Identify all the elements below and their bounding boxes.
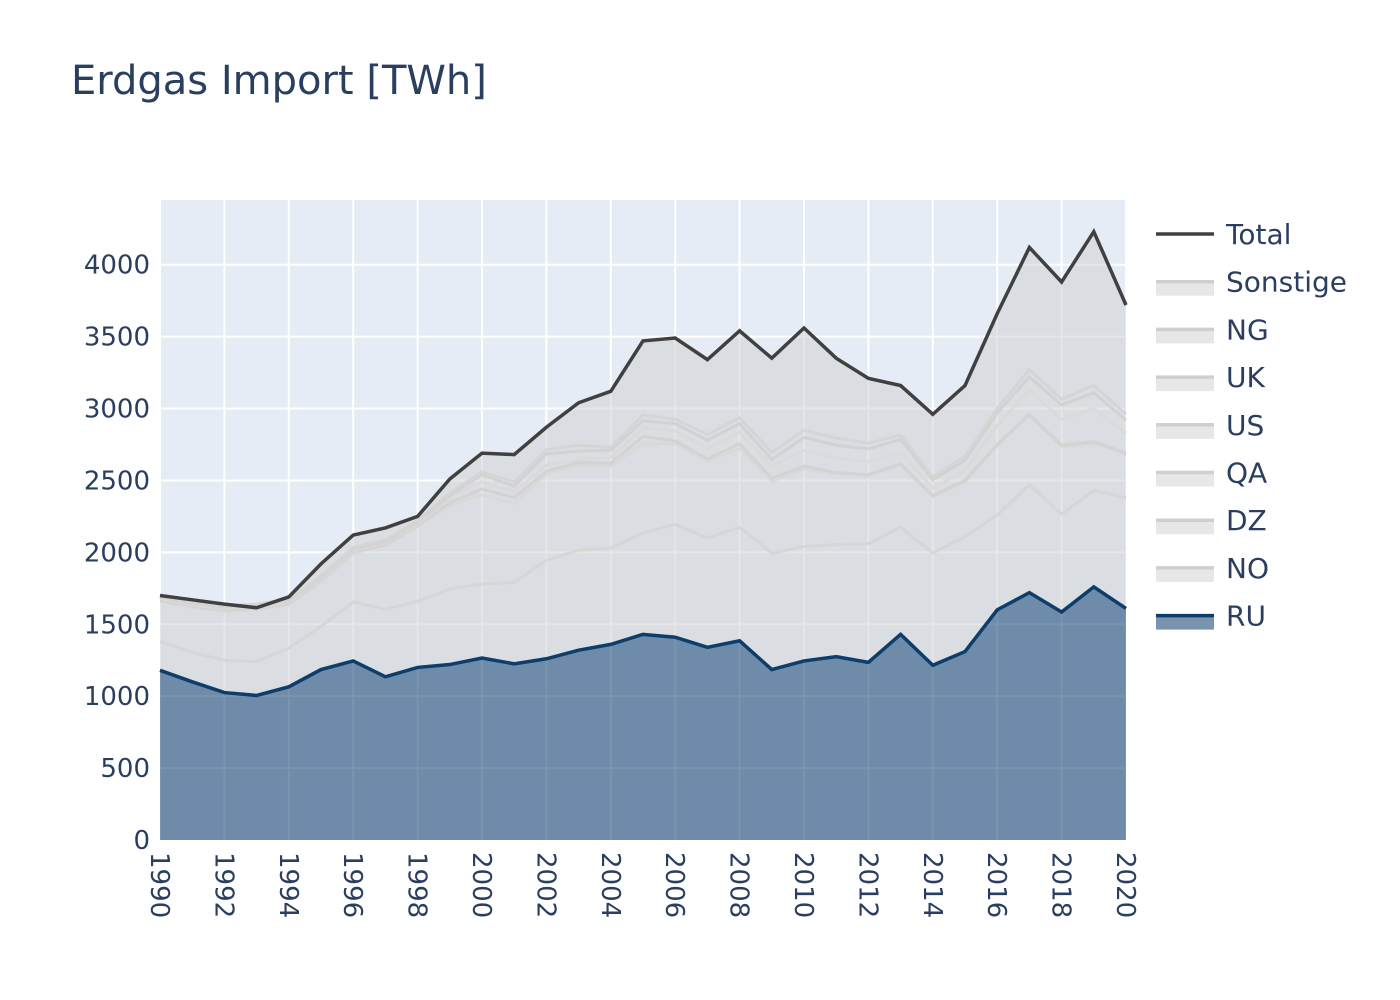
series-line-NO xyxy=(159,482,1127,664)
legend-swatch-fill xyxy=(1156,520,1214,535)
y-tick-label: 4000 xyxy=(84,251,150,281)
x-tick-label: 1996 xyxy=(337,852,367,918)
legend-label: Sonstige xyxy=(1226,266,1347,299)
legend-label: DZ xyxy=(1226,504,1267,537)
legend-swatch-fill xyxy=(1156,424,1214,439)
legend-swatch-fill xyxy=(1156,472,1214,487)
x-tick-label: 2006 xyxy=(659,852,689,918)
legend: Total Sonstige NG UK US QA DZ NO RU xyxy=(1156,218,1347,633)
series-line-NG xyxy=(159,367,1127,608)
legend-item-RU[interactable]: RU xyxy=(1156,600,1266,633)
legend-label: US xyxy=(1226,409,1264,442)
x-tick-label: 1990 xyxy=(144,852,174,918)
series-line-RU xyxy=(159,584,1127,698)
series-lines xyxy=(159,227,1128,698)
legend-item-Sonstige[interactable]: Sonstige xyxy=(1156,266,1347,299)
x-tick-label: 2002 xyxy=(530,852,560,918)
legend-item-DZ[interactable]: DZ xyxy=(1156,504,1267,537)
y-tick-label: 1000 xyxy=(84,682,150,712)
legend-label: RU xyxy=(1226,600,1266,633)
x-axis-ticks: 1990 1992 1994 1996 1998 2000 2002 2004 2006 2008… xyxy=(144,852,1140,918)
x-tick-label: 2000 xyxy=(466,852,496,918)
x-tick-label: 2010 xyxy=(788,852,818,918)
x-tick-label: 1994 xyxy=(273,852,303,918)
legend-label: NO xyxy=(1226,552,1269,585)
legend-item-UK[interactable]: UK xyxy=(1156,361,1265,394)
x-tick-label: 2012 xyxy=(852,852,882,918)
x-tick-label: 2018 xyxy=(1046,852,1076,918)
legend-item-NO[interactable]: NO xyxy=(1156,552,1269,585)
y-axis-ticks: 0 500 1000 1500 2000 2500 3000 3500 4000 xyxy=(84,251,150,856)
legend-item-Total[interactable]: Total xyxy=(1156,218,1291,251)
x-tick-label: 1998 xyxy=(402,852,432,918)
x-tick-label: 2020 xyxy=(1110,852,1140,918)
legend-item-US[interactable]: US xyxy=(1156,409,1264,442)
legend-label: UK xyxy=(1226,361,1265,394)
y-tick-label: 2500 xyxy=(84,466,150,496)
x-tick-label: 2014 xyxy=(917,852,947,918)
chart-title: Erdgas Import [TWh] xyxy=(71,58,487,104)
y-tick-label: 0 xyxy=(133,826,150,856)
legend-label: Total xyxy=(1225,218,1291,251)
legend-swatch-fill xyxy=(1156,615,1214,630)
y-tick-label: 2000 xyxy=(84,538,150,568)
x-tick-label: 1992 xyxy=(208,852,238,918)
x-tick-label: 2008 xyxy=(724,852,754,918)
legend-item-NG[interactable]: NG xyxy=(1156,313,1269,346)
legend-swatch-fill xyxy=(1156,567,1214,582)
legend-swatch-fill xyxy=(1156,329,1214,344)
total-area-fill xyxy=(160,231,1126,696)
y-tick-label: 1500 xyxy=(84,610,150,640)
y-tick-label: 3000 xyxy=(84,395,150,425)
legend-label: QA xyxy=(1226,457,1267,490)
legend-swatch-fill xyxy=(1156,281,1214,296)
legend-item-QA[interactable]: QA xyxy=(1156,457,1267,490)
x-tick-label: 2016 xyxy=(981,852,1011,918)
y-tick-label: 500 xyxy=(100,754,150,784)
series-line-Total xyxy=(159,227,1128,610)
x-tick-label: 2004 xyxy=(595,852,625,918)
legend-label: NG xyxy=(1226,313,1269,346)
y-tick-label: 3500 xyxy=(84,323,150,353)
legend-swatch-fill xyxy=(1156,377,1214,392)
